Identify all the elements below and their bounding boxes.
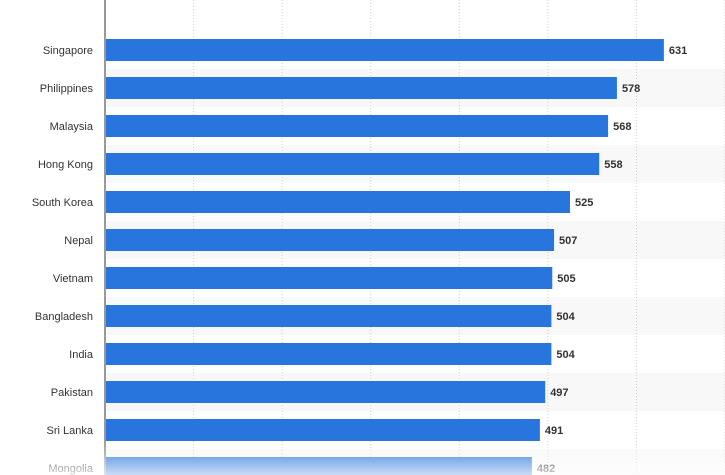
category-label-india: India (69, 349, 94, 361)
bar-bangladesh[interactable] (106, 305, 552, 327)
category-labels: Singapore Philippines Malaysia Hong Kong Sou… (32, 45, 94, 475)
value-label-hong-kong: 558 (604, 159, 622, 171)
value-label-philippines: 578 (622, 83, 640, 95)
value-label-india: 504 (556, 349, 575, 361)
category-label-sri-lanka: Sri Lanka (47, 425, 94, 437)
category-label-malaysia: Malaysia (50, 121, 94, 133)
value-label-singapore: 631 (669, 45, 687, 57)
value-label-pakistan: 497 (550, 387, 568, 399)
category-label-nepal: Nepal (64, 235, 93, 247)
bar-malaysia[interactable] (106, 115, 609, 137)
category-label-philippines: Philippines (40, 83, 94, 95)
category-label-bangladesh: Bangladesh (35, 311, 93, 323)
bar-vietnam[interactable] (106, 267, 553, 289)
category-label-mongolia: Mongolia (48, 463, 94, 475)
category-label-vietnam: Vietnam (53, 273, 93, 285)
bar-mongolia[interactable] (106, 457, 532, 475)
category-label-hong-kong: Hong Kong (38, 159, 93, 171)
category-label-south-korea: South Korea (32, 197, 94, 209)
bar-south-korea[interactable] (106, 191, 570, 213)
bar-pakistan[interactable] (106, 381, 546, 403)
value-label-sri-lanka: 491 (545, 425, 563, 437)
bar-singapore[interactable] (106, 39, 664, 61)
value-label-mongolia: 482 (537, 463, 555, 475)
value-label-bangladesh: 504 (556, 311, 575, 323)
category-label-pakistan: Pakistan (51, 387, 93, 399)
bar-philippines[interactable] (106, 77, 617, 99)
value-label-malaysia: 568 (613, 121, 631, 133)
category-label-singapore: Singapore (43, 45, 93, 57)
value-label-south-korea: 525 (575, 197, 593, 209)
bar-india[interactable] (106, 343, 552, 365)
bar-sri-lanka[interactable] (106, 419, 540, 441)
bar-hong-kong[interactable] (106, 153, 600, 175)
value-label-vietnam: 505 (557, 273, 575, 285)
value-label-nepal: 507 (559, 235, 577, 247)
bar-nepal[interactable] (106, 229, 555, 251)
